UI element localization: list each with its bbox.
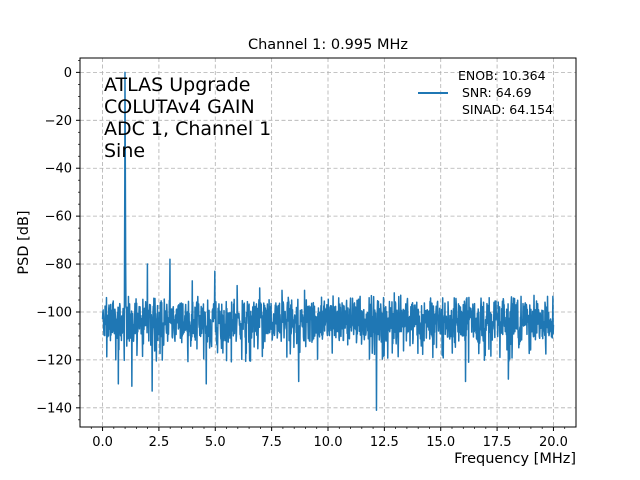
x-tick-label: 12.5	[370, 435, 399, 450]
annotation-block: ATLAS Upgrade COLUTAv4 GAIN ADC 1, Chann…	[104, 74, 271, 162]
x-tick-label: 0.0	[92, 435, 113, 450]
annotation-line: ADC 1, Channel 1	[104, 118, 271, 140]
y-tick-label: −40	[45, 162, 72, 177]
y-tick-label: 0	[64, 66, 72, 81]
x-tick-label: 17.5	[483, 435, 512, 450]
x-tick-label: 20.0	[539, 435, 568, 450]
psd-series-line	[101, 71, 555, 411]
x-tick-label: 5.0	[205, 435, 226, 450]
legend-entry-sinad: SINAD: 64.154	[458, 102, 553, 117]
y-tick-label: −20	[45, 114, 72, 129]
x-axis: 0.0 2.5 5.0 7.5 10.0 12.5 15.0 17.5 20.0	[90, 427, 568, 450]
legend: ENOB: 10.364 SNR: 64.69 SINAD: 64.154	[418, 68, 553, 117]
annotation-line: COLUTAv4 GAIN	[104, 96, 255, 118]
annotation-line: ATLAS Upgrade	[104, 74, 250, 96]
legend-entry-enob: ENOB: 10.364	[458, 68, 546, 83]
y-axis: 0 −20 −40 −60 −80 −100 −120 −140	[36, 60, 80, 421]
x-tick-label: 7.5	[261, 435, 282, 450]
chart-title: Channel 1: 0.995 MHz	[248, 37, 408, 53]
y-tick-label: −80	[45, 258, 72, 273]
series-group	[101, 71, 555, 411]
legend-entry-snr: SNR: 64.69	[458, 85, 532, 100]
y-axis-title: PSD [dB]	[16, 210, 32, 274]
y-tick-label: −60	[45, 210, 72, 225]
y-tick-label: −100	[36, 305, 72, 320]
x-tick-label: 15.0	[426, 435, 455, 450]
annotation-line: Sine	[104, 140, 145, 162]
y-tick-label: −140	[36, 401, 72, 416]
x-axis-title: Frequency [MHz]	[454, 451, 576, 467]
x-tick-label: 2.5	[149, 435, 170, 450]
y-tick-label: −120	[36, 353, 72, 368]
x-tick-label: 10.0	[314, 435, 343, 450]
